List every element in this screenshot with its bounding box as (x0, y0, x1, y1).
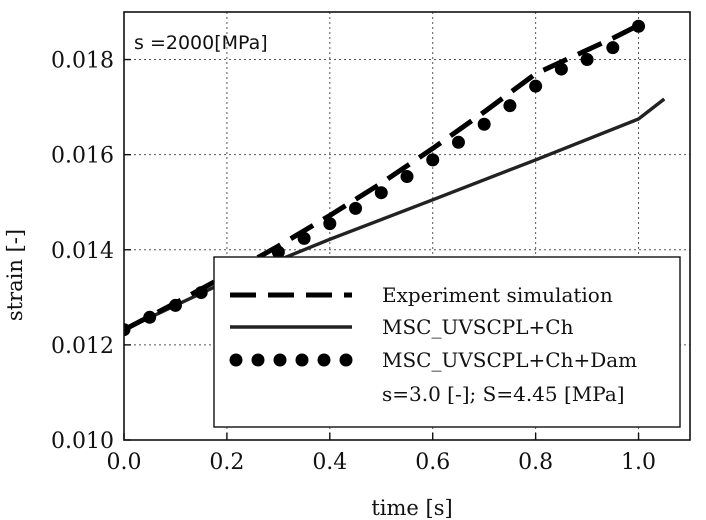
series-point (194, 286, 208, 300)
x-tick-label: 0.2 (209, 450, 244, 475)
series-point (529, 79, 543, 93)
x-tick-label: 0.6 (415, 450, 450, 475)
legend-entry-label: MSC_UVSCPL+Ch (382, 315, 574, 339)
series-layer (124, 19, 666, 337)
legend: Experiment simulation MSC_UVSCPL+Ch MSC_UV… (213, 256, 681, 428)
series-point (426, 153, 440, 167)
series-point (451, 135, 465, 149)
series-point (143, 310, 157, 324)
y-axis-label: strain [-] (3, 229, 27, 321)
legend-entry-label: Experiment simulation (382, 283, 613, 307)
series-point (477, 117, 491, 131)
y-tick-label: 0.010 (51, 429, 114, 454)
series-0 (124, 23, 640, 332)
series-point (124, 323, 131, 337)
x-axis-label: time [s] (371, 496, 452, 520)
legend-note: s=3.0 [-]; S=4.45 [MPa] (382, 382, 625, 406)
series-point (271, 245, 285, 259)
x-tick-label: 0.4 (312, 450, 347, 475)
legend-items: Experiment simulation MSC_UVSCPL+Ch MSC_UV… (229, 283, 637, 372)
x-tick-label: 1.0 (621, 450, 656, 475)
x-tick-label: 0.0 (107, 450, 142, 475)
ticks: 0.0 0.2 0.4 0.6 0.8 1.0 0.010 0.012 0.014 0.016 0.… (51, 49, 656, 475)
annotation-label: s =2000[MPa] (134, 32, 268, 54)
series-point (349, 201, 363, 215)
x-tick-label: 0.8 (518, 450, 553, 475)
series-line (124, 23, 640, 332)
legend-box (213, 256, 681, 428)
y-tick-label: 0.014 (51, 239, 114, 264)
series-point (374, 186, 388, 200)
y-tick-label: 0.016 (51, 144, 114, 169)
y-tick-label: 0.012 (51, 334, 114, 359)
plot-frame (123, 11, 691, 441)
series-point (606, 41, 620, 55)
series-point (632, 19, 646, 33)
legend-symbol (229, 353, 353, 367)
series-point (297, 231, 311, 245)
y-tick-label: 0.018 (51, 49, 114, 74)
series-point (503, 99, 517, 113)
series-point (168, 298, 182, 312)
series-point (400, 170, 414, 184)
legend-entry-label: MSC_UVSCPL+Ch+Dam (382, 348, 637, 372)
series-point (323, 217, 337, 231)
series-point (580, 53, 594, 67)
series-point (554, 62, 568, 76)
